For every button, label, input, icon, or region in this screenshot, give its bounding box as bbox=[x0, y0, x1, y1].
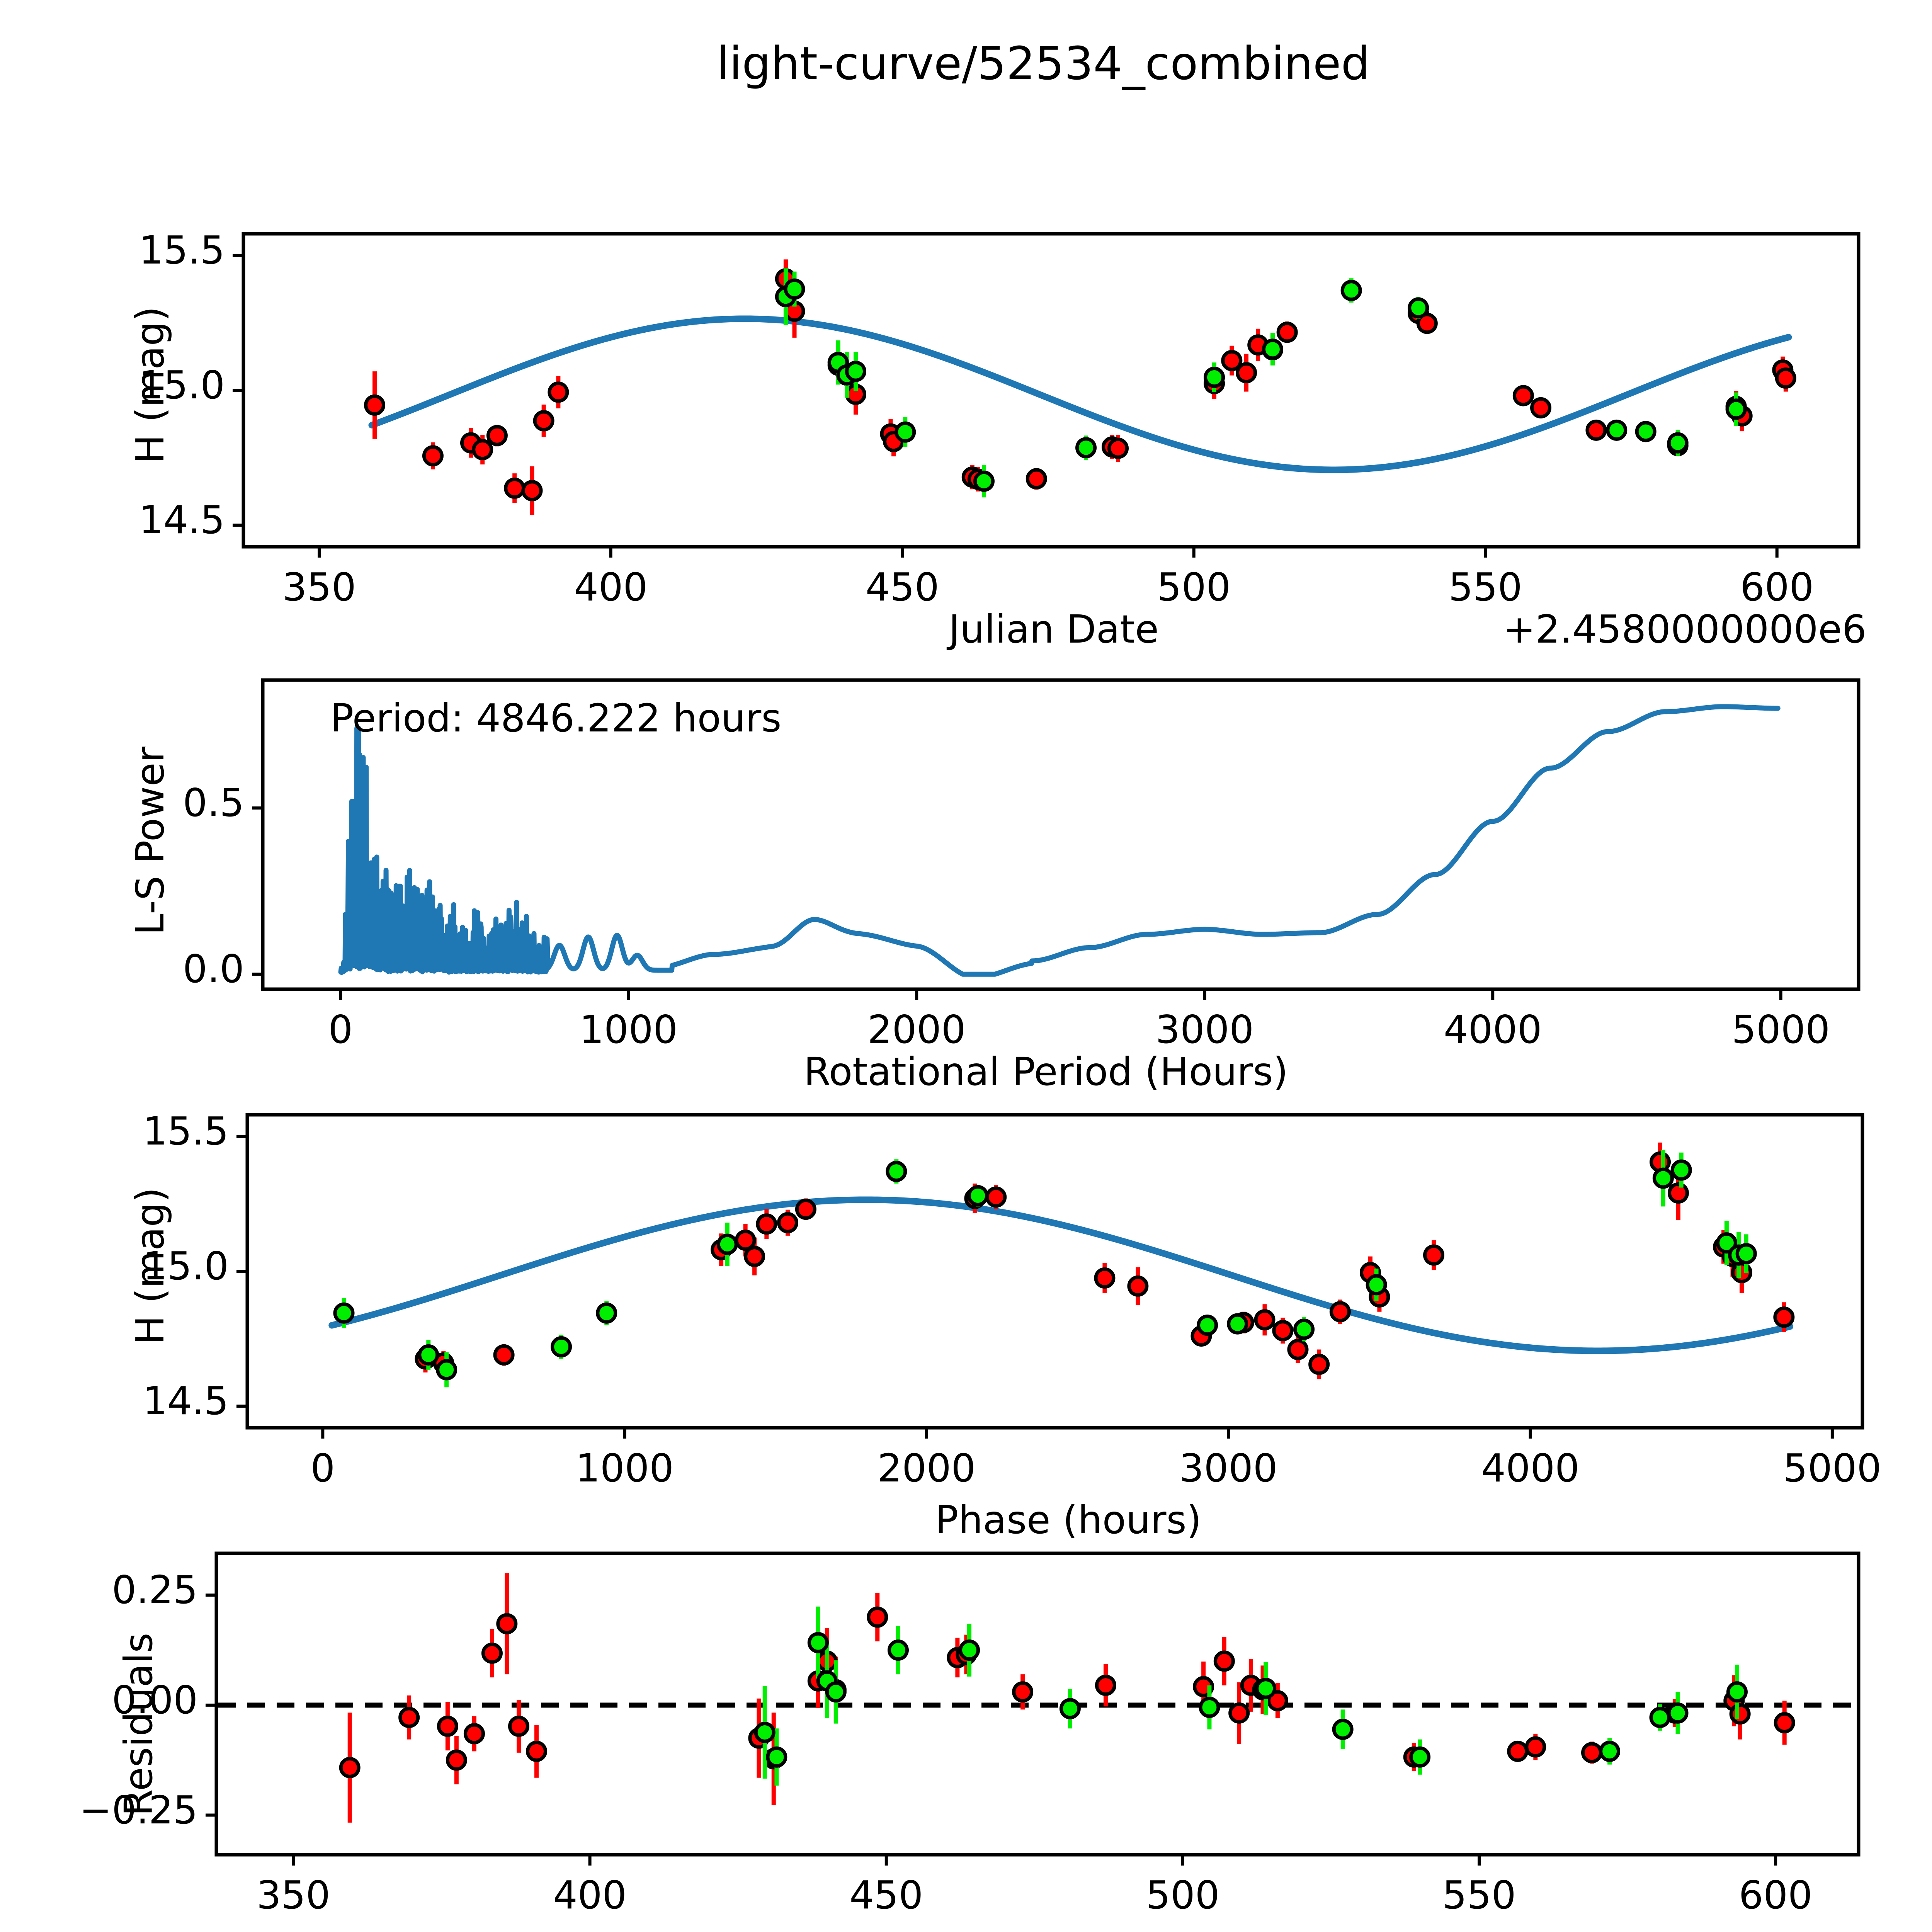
residuals-xtick-label: 500 bbox=[1146, 1872, 1220, 1918]
residuals-ytick-label: 0.00 bbox=[112, 1677, 198, 1723]
phase-ytick-label: 14.5 bbox=[143, 1378, 229, 1424]
lightcurve-xtick-label: 550 bbox=[1448, 565, 1522, 610]
lightcurve-xtick-label: 400 bbox=[574, 565, 648, 610]
lightcurve-x-offset: +2.4580000000e6 bbox=[1503, 607, 1867, 652]
residuals-plot bbox=[206, 1551, 1861, 1866]
periodogram-xtick-label: 0 bbox=[328, 1007, 353, 1052]
panel-periodogram bbox=[252, 678, 1861, 1000]
residuals-ytick-label: −0.25 bbox=[79, 1787, 198, 1833]
residuals-ytick-label: 0.25 bbox=[112, 1567, 198, 1613]
periodogram-power-curve bbox=[338, 704, 1781, 977]
panel-residuals bbox=[206, 1551, 1861, 1866]
periodogram-plot bbox=[252, 678, 1861, 1000]
residuals-xtick-label: 450 bbox=[849, 1872, 923, 1918]
periodogram-xlabel: Rotational Period (Hours) bbox=[804, 1049, 1288, 1094]
periodogram-xtick-label: 3000 bbox=[1155, 1007, 1254, 1052]
periodogram-ytick-label: 0.5 bbox=[182, 780, 244, 826]
phase-xtick-label: 1000 bbox=[575, 1446, 674, 1491]
lightcurve-xlabel: Julian Date bbox=[949, 607, 1159, 652]
residuals-green-series bbox=[754, 1606, 1748, 1786]
lightcurve-ytick-label: 15.5 bbox=[139, 227, 225, 273]
panel-phase bbox=[236, 1113, 1864, 1439]
period-annotation: Period: 4846.222 hours bbox=[330, 696, 782, 741]
lightcurve-ytick-label: 14.5 bbox=[139, 497, 225, 543]
lightcurve-xtick-label: 600 bbox=[1740, 565, 1814, 610]
lightcurve-green-series bbox=[775, 268, 1747, 498]
periodogram-xtick-label: 4000 bbox=[1443, 1007, 1542, 1052]
phase-plot bbox=[236, 1113, 1864, 1439]
periodogram-ytick-label: 0.0 bbox=[182, 946, 244, 992]
phase-model-curve bbox=[328, 1196, 1793, 1354]
figure-title: light-curve/52534_combined bbox=[716, 37, 1370, 90]
periodogram-xtick-label: 5000 bbox=[1731, 1007, 1830, 1052]
lightcurve-xtick-label: 350 bbox=[282, 565, 356, 610]
residuals-xtick-label: 350 bbox=[257, 1872, 330, 1918]
lightcurve-xtick-label: 500 bbox=[1157, 565, 1231, 610]
lightcurve-ytick-label: 15.0 bbox=[139, 362, 225, 408]
periodogram-xtick-label: 1000 bbox=[579, 1007, 678, 1052]
residuals-x-offset: +2.4580000000e6 bbox=[1503, 1928, 1867, 1932]
phase-ytick-label: 15.0 bbox=[143, 1243, 229, 1289]
phase-xtick-label: 0 bbox=[310, 1446, 335, 1491]
panel-lightcurve bbox=[233, 232, 1861, 558]
residuals-xtick-label: 600 bbox=[1738, 1872, 1813, 1918]
phase-xlabel: Phase (hours) bbox=[935, 1497, 1202, 1543]
lightcurve-plot bbox=[233, 232, 1861, 558]
phase-green-series bbox=[333, 1150, 1757, 1388]
residuals-xtick-label: 400 bbox=[553, 1872, 627, 1918]
phase-xtick-label: 5000 bbox=[1783, 1446, 1882, 1491]
periodogram-xtick-label: 2000 bbox=[867, 1007, 966, 1052]
lightcurve-model-curve bbox=[368, 315, 1792, 473]
phase-xtick-label: 2000 bbox=[877, 1446, 976, 1491]
residuals-xtick-label: 550 bbox=[1442, 1872, 1516, 1918]
phase-xtick-label: 3000 bbox=[1179, 1446, 1278, 1491]
lightcurve-xtick-label: 450 bbox=[865, 565, 939, 610]
phase-ytick-label: 15.5 bbox=[143, 1108, 229, 1154]
residuals-xlabel: Julian Date bbox=[949, 1928, 1159, 1932]
phase-xtick-label: 4000 bbox=[1481, 1446, 1580, 1491]
periodogram-ylabel: L-S Power bbox=[128, 747, 173, 935]
